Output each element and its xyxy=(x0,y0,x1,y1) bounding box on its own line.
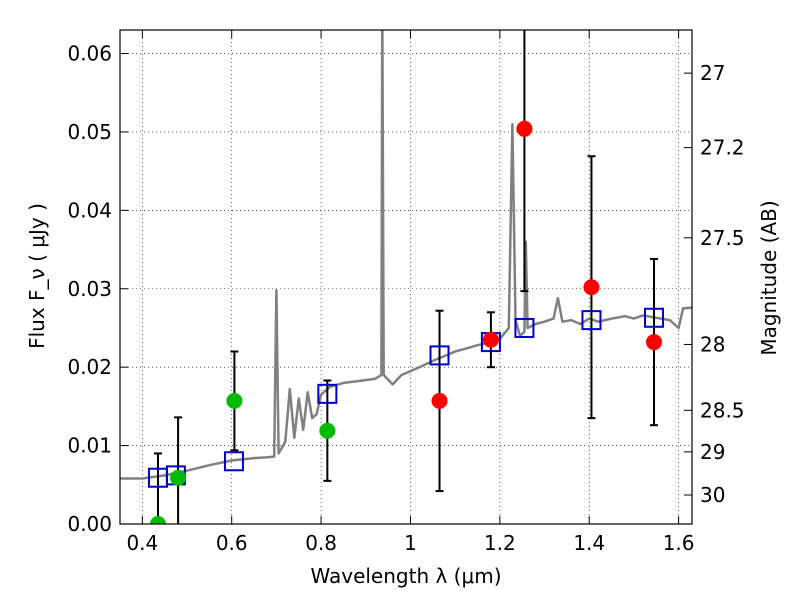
x-axis-label: Wavelength λ (μm) xyxy=(310,564,501,588)
observed-point xyxy=(516,120,533,137)
observed-point xyxy=(482,331,499,348)
model-square-point xyxy=(581,310,602,331)
observed-point xyxy=(170,469,187,486)
x-tick-label: 0.8 xyxy=(305,531,337,555)
errorbar-layer xyxy=(153,30,659,524)
observed-point xyxy=(319,422,336,439)
right-tick-label: 27.2 xyxy=(700,136,745,160)
y-tick-label: 0.05 xyxy=(67,120,112,144)
y-axis-right-label: Magnitude (AB) xyxy=(757,200,781,355)
points-layer xyxy=(147,120,665,524)
y-tick-label: 0.02 xyxy=(67,355,112,379)
right-tick-label: 27.5 xyxy=(700,226,745,250)
observed-point xyxy=(431,392,448,409)
spectrum-line xyxy=(120,30,692,480)
x-tick-label: 1.2 xyxy=(484,531,516,555)
model-square-point xyxy=(223,451,244,472)
observed-point xyxy=(226,392,243,409)
y-tick-label: 0.03 xyxy=(67,277,112,301)
model-square-point xyxy=(644,307,665,328)
observed-point xyxy=(646,334,663,351)
tick-labels: 0.4 0.6 0.8 1 1.2 1.4 1.6 0.00 0.01 0.02 0.03 0.04 0… xyxy=(67,42,744,555)
x-tick-label: 1.6 xyxy=(663,531,695,555)
grid xyxy=(120,30,692,525)
right-tick-label: 28.5 xyxy=(700,398,745,422)
x-tick-label: 0.4 xyxy=(126,531,158,555)
x-tick-label: 0.6 xyxy=(216,531,248,555)
spectrum-layer xyxy=(120,30,692,480)
right-tick-label: 30 xyxy=(700,483,725,507)
right-tick-label: 27 xyxy=(700,61,725,85)
plot-frame xyxy=(119,29,693,525)
model-square-point xyxy=(514,317,535,338)
y-tick-label: 0.04 xyxy=(67,198,112,222)
y-tick-label: 0.00 xyxy=(67,512,112,536)
model-square-point xyxy=(429,345,450,366)
right-tick-label: 28 xyxy=(700,332,725,356)
y-axis-label: Flux F_ν ( μJy ) xyxy=(25,203,49,349)
observed-point xyxy=(149,516,166,524)
model-square-point xyxy=(317,383,338,404)
right-tick-label: 29 xyxy=(700,440,725,464)
x-tick-label: 1 xyxy=(404,531,417,555)
y-tick-label: 0.01 xyxy=(67,434,112,458)
y-tick-label: 0.06 xyxy=(67,42,112,66)
x-tick-label: 1.4 xyxy=(573,531,605,555)
observed-point xyxy=(583,279,600,296)
axes-frame xyxy=(119,29,693,525)
